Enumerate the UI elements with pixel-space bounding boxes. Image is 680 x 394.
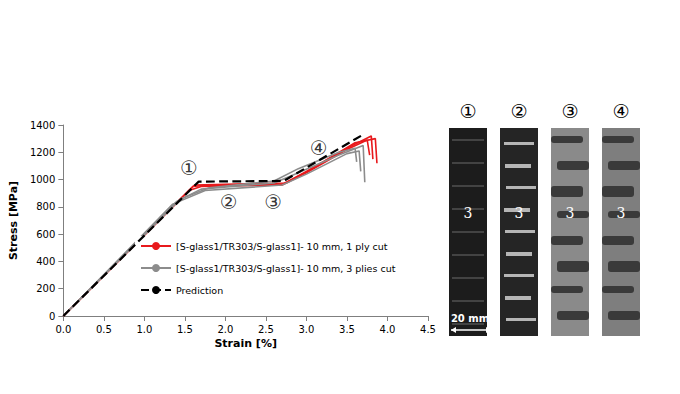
- svg-text:0.0: 0.0: [55, 324, 71, 335]
- svg-text:3.0: 3.0: [298, 324, 314, 335]
- svg-text:③: ③: [264, 190, 282, 214]
- svg-text:④: ④: [310, 136, 328, 160]
- svg-text:2.5: 2.5: [258, 324, 274, 335]
- svg-text:3: 3: [464, 205, 473, 221]
- svg-text:④: ④: [612, 100, 629, 122]
- svg-text:0.5: 0.5: [96, 324, 112, 335]
- svg-text:[S-glass1/TR303/S-glass1]- 10: [S-glass1/TR303/S-glass1]- 10 mm, 1 ply …: [176, 241, 388, 252]
- svg-text:3: 3: [515, 205, 524, 221]
- svg-text:2.0: 2.0: [217, 324, 233, 335]
- svg-text:20 mm: 20 mm: [451, 313, 489, 324]
- svg-text:1.5: 1.5: [177, 324, 193, 335]
- svg-text:1400: 1400: [30, 120, 55, 131]
- svg-text:400: 400: [36, 256, 55, 267]
- svg-text:4.5: 4.5: [420, 324, 436, 335]
- svg-text:3.5: 3.5: [339, 324, 355, 335]
- svg-text:3: 3: [617, 205, 626, 221]
- svg-text:Stress [MPa]: Stress [MPa]: [7, 181, 20, 260]
- svg-text:1.0: 1.0: [136, 324, 152, 335]
- svg-text:800: 800: [36, 201, 55, 212]
- svg-text:②: ②: [510, 100, 527, 122]
- svg-text:600: 600: [36, 229, 55, 240]
- svg-text:①: ①: [180, 156, 198, 180]
- svg-text:1000: 1000: [30, 174, 55, 185]
- svg-text:3: 3: [566, 205, 575, 221]
- svg-text:②: ②: [220, 190, 238, 214]
- svg-text:4.0: 4.0: [380, 324, 396, 335]
- svg-text:0: 0: [49, 311, 55, 322]
- svg-text:[S-glass1/TR303/S-glass1]- 10: [S-glass1/TR303/S-glass1]- 10 mm, 3 plie…: [176, 263, 396, 274]
- svg-text:Prediction: Prediction: [176, 285, 223, 296]
- svg-text:200: 200: [36, 283, 55, 294]
- svg-text:1200: 1200: [30, 147, 55, 158]
- svg-text:Strain [%]: Strain [%]: [214, 337, 277, 350]
- svg-text:①: ①: [459, 100, 476, 122]
- svg-text:③: ③: [561, 100, 578, 122]
